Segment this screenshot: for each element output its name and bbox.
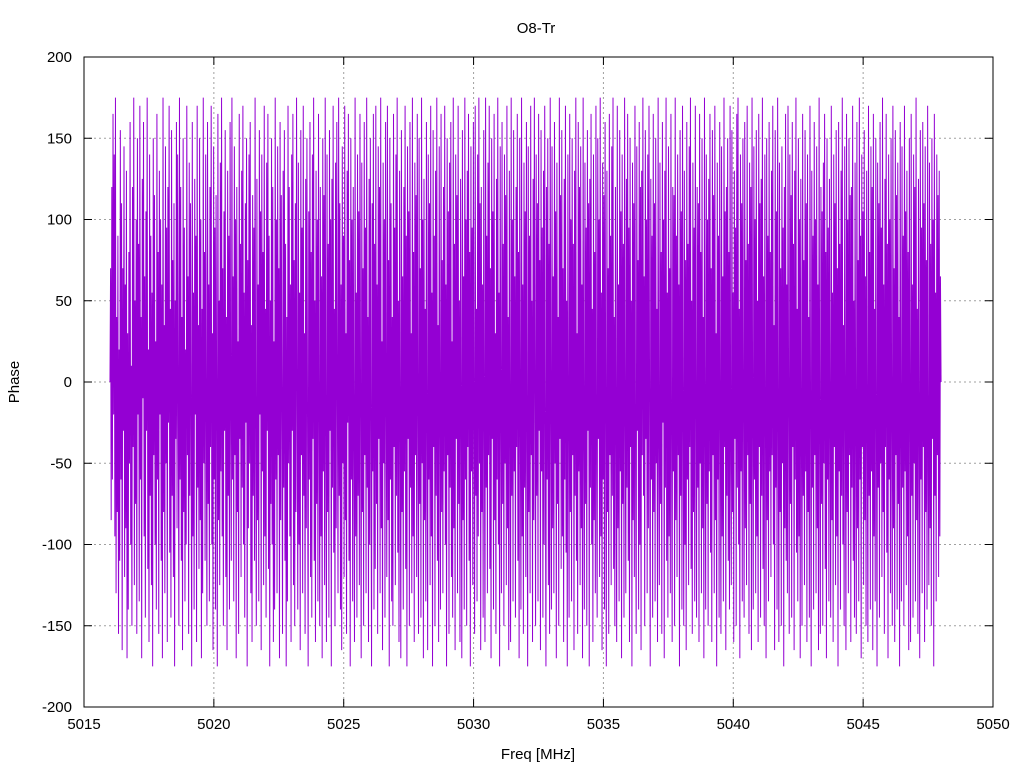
y-tick-label: 50 [55,293,72,310]
x-tick-label: 5045 [846,716,879,733]
y-tick-label: 0 [64,374,72,391]
x-tick-label: 5035 [587,716,620,733]
phase-series-line [109,97,942,667]
x-tick-label: 5015 [67,716,100,733]
x-tick-label: 5040 [717,716,750,733]
x-tick-label: 5030 [457,716,490,733]
y-tick-label: 200 [47,49,72,66]
y-tick-label: 150 [47,130,72,147]
series-group [109,97,942,667]
y-tick-label: -100 [42,537,72,554]
x-tick-label: 5025 [327,716,360,733]
chart-title: O8-Tr [517,20,556,37]
y-tick-label: -150 [42,618,72,635]
x-tick-label: 5050 [976,716,1009,733]
x-axis-label: Freq [MHz] [501,746,575,763]
x-tick-label: 5020 [197,716,230,733]
y-tick-label: -50 [50,455,72,472]
axis-ticks: 5015 5020 5025 5030 5035 5040 5045 5050 -200 -150… [42,49,1010,733]
y-tick-label: -200 [42,699,72,716]
y-tick-label: 100 [47,212,72,229]
y-axis-label: Phase [6,361,23,404]
